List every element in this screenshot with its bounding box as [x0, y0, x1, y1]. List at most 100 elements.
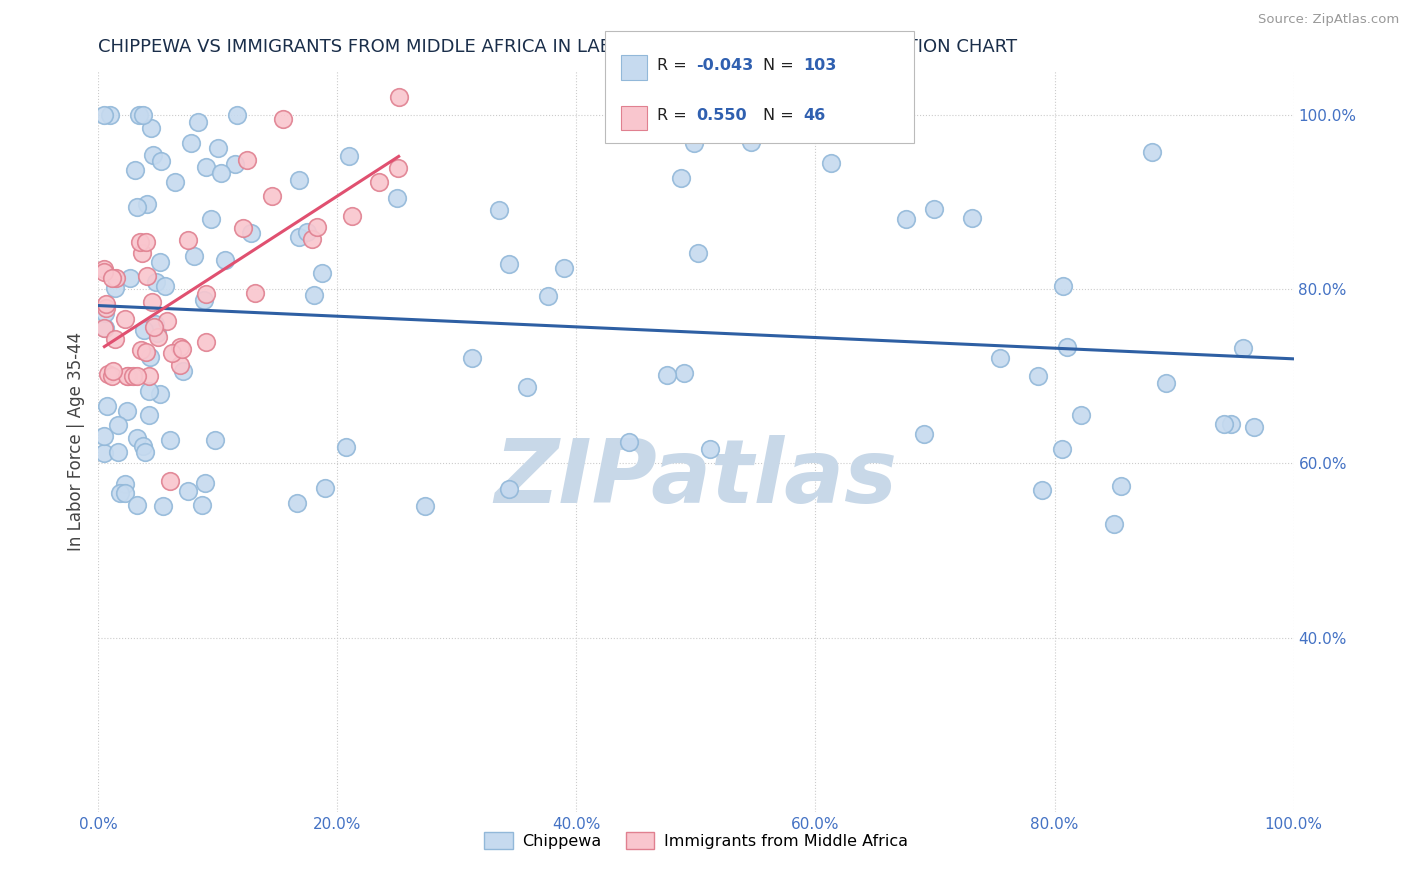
Point — [134, 445, 156, 459]
Point — [94, 321, 117, 335]
Point — [105, 270, 128, 285]
Point — [169, 340, 191, 354]
Point — [236, 153, 259, 168]
Point — [159, 433, 181, 447]
Point — [413, 500, 436, 514]
Point — [101, 369, 124, 384]
Point — [740, 135, 762, 149]
Point — [619, 434, 641, 449]
Point — [655, 368, 678, 383]
Point — [288, 172, 311, 186]
Point — [141, 121, 163, 136]
Point — [207, 141, 229, 155]
Point — [195, 335, 218, 350]
Point — [239, 227, 262, 241]
Point — [96, 399, 118, 413]
Point — [160, 346, 183, 360]
Text: 46: 46 — [803, 108, 825, 123]
Point — [209, 166, 232, 180]
Point — [94, 301, 117, 315]
Point — [305, 219, 328, 234]
Point — [683, 136, 706, 151]
Point — [243, 286, 266, 301]
Point — [553, 261, 575, 276]
Point — [295, 225, 318, 239]
Point — [115, 404, 138, 418]
Point — [385, 191, 409, 205]
Point — [912, 426, 935, 441]
Point — [214, 252, 236, 267]
Text: 0.550: 0.550 — [696, 108, 747, 123]
Point — [125, 369, 148, 384]
Point — [1142, 145, 1164, 159]
Point — [1031, 483, 1053, 497]
Point — [100, 270, 122, 285]
Point — [125, 431, 148, 445]
Point — [699, 442, 721, 456]
Point — [488, 203, 510, 218]
Point — [194, 160, 217, 174]
Point — [118, 271, 141, 285]
Point — [387, 161, 409, 175]
Point — [177, 233, 200, 247]
Point — [337, 149, 360, 163]
Point — [115, 369, 138, 384]
Point — [200, 211, 222, 226]
Point — [271, 112, 294, 127]
Point — [127, 200, 149, 214]
Point — [135, 235, 157, 250]
Point — [104, 281, 127, 295]
Point — [93, 265, 115, 279]
Point — [820, 156, 842, 170]
Legend: Chippewa, Immigrants from Middle Africa: Chippewa, Immigrants from Middle Africa — [478, 825, 914, 855]
Point — [138, 408, 160, 422]
Point — [117, 369, 139, 384]
Point — [232, 221, 254, 235]
Point — [132, 108, 155, 122]
Point — [129, 235, 152, 249]
Point — [368, 175, 391, 189]
Point — [672, 366, 695, 380]
Point — [183, 248, 205, 262]
Point — [93, 262, 115, 277]
Point — [388, 90, 411, 104]
Point — [180, 136, 202, 150]
Point — [225, 108, 247, 122]
Point — [1111, 479, 1133, 493]
Point — [153, 279, 176, 293]
Text: CHIPPEWA VS IMMIGRANTS FROM MIDDLE AFRICA IN LABOR FORCE | AGE 35-44 CORRELATION: CHIPPEWA VS IMMIGRANTS FROM MIDDLE AFRIC… — [98, 38, 1018, 56]
Point — [1102, 516, 1125, 531]
Point — [159, 474, 181, 488]
Point — [152, 499, 174, 513]
Point — [149, 255, 172, 269]
Point — [498, 482, 520, 496]
Point — [169, 359, 191, 373]
Point — [1213, 417, 1236, 432]
Point — [1232, 342, 1254, 356]
Point — [172, 342, 194, 356]
Point — [669, 170, 692, 185]
Text: R =: R = — [657, 108, 692, 123]
Point — [1154, 376, 1177, 391]
Point — [193, 293, 215, 307]
Text: -0.043: -0.043 — [696, 58, 754, 72]
Point — [288, 230, 311, 244]
Point — [94, 297, 117, 311]
Point — [990, 351, 1012, 366]
Point — [204, 433, 226, 447]
Point — [314, 481, 336, 495]
Point — [165, 175, 187, 189]
Point — [93, 321, 115, 335]
Point — [101, 364, 124, 378]
Point — [224, 157, 246, 171]
Point — [311, 266, 333, 280]
Point — [302, 288, 325, 302]
Point — [537, 289, 560, 303]
Point — [962, 211, 984, 225]
Point — [107, 417, 129, 432]
Point — [142, 148, 165, 162]
Text: N =: N = — [763, 108, 800, 123]
Point — [145, 326, 167, 340]
Point — [1026, 369, 1049, 384]
Point — [187, 115, 209, 129]
